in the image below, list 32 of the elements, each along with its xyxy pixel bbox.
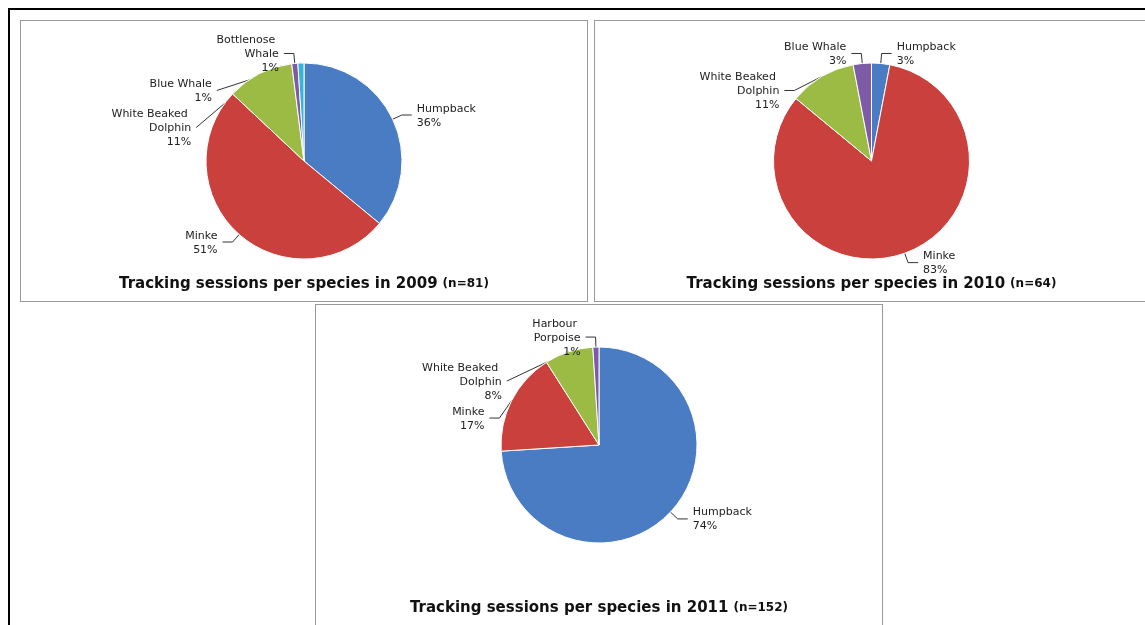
data-label: 36% xyxy=(416,115,442,129)
data-label: 1% xyxy=(261,60,279,74)
data-label: 8% xyxy=(484,388,502,402)
slice-label: White Beaked Dolphin xyxy=(699,69,780,97)
slice-label: Bottlenose Whale xyxy=(216,32,280,60)
slice-label: White Beaked Dolphin xyxy=(422,360,502,388)
text: Tracking sessions per species in 2009 xyxy=(119,274,438,292)
text: (n=81) xyxy=(442,276,489,290)
slice-label: Humpback xyxy=(416,101,477,115)
data-label: 74% xyxy=(692,519,718,533)
text: (n=152) xyxy=(733,600,789,614)
data-label: 83% xyxy=(923,263,948,277)
slice-label: Minke xyxy=(185,228,218,242)
text: (n=64) xyxy=(1010,276,1057,290)
data-label: 17% xyxy=(459,418,485,432)
data-label: 51% xyxy=(193,242,218,256)
data-label: 3% xyxy=(828,53,847,67)
data-label: 1% xyxy=(563,344,581,358)
data-label: 1% xyxy=(194,90,212,104)
data-label: 3% xyxy=(896,53,915,67)
slice-label: Blue Whale xyxy=(149,76,213,90)
data-label: 11% xyxy=(166,134,192,148)
text: Tracking sessions per species in 2011 xyxy=(409,598,729,616)
text: Tracking sessions per species in 2010 xyxy=(686,274,1006,292)
slice-label: Harbour Porpoise xyxy=(532,316,581,344)
slice-label: Minke xyxy=(923,249,956,263)
slice-label: White Beaked Dolphin xyxy=(111,106,192,134)
slice-label: Humpback xyxy=(896,39,957,53)
slice-label: Humpback xyxy=(692,505,753,519)
slice-label: Blue Whale xyxy=(784,39,847,53)
slice-label: Minke xyxy=(452,404,485,418)
data-label: 11% xyxy=(754,97,780,111)
